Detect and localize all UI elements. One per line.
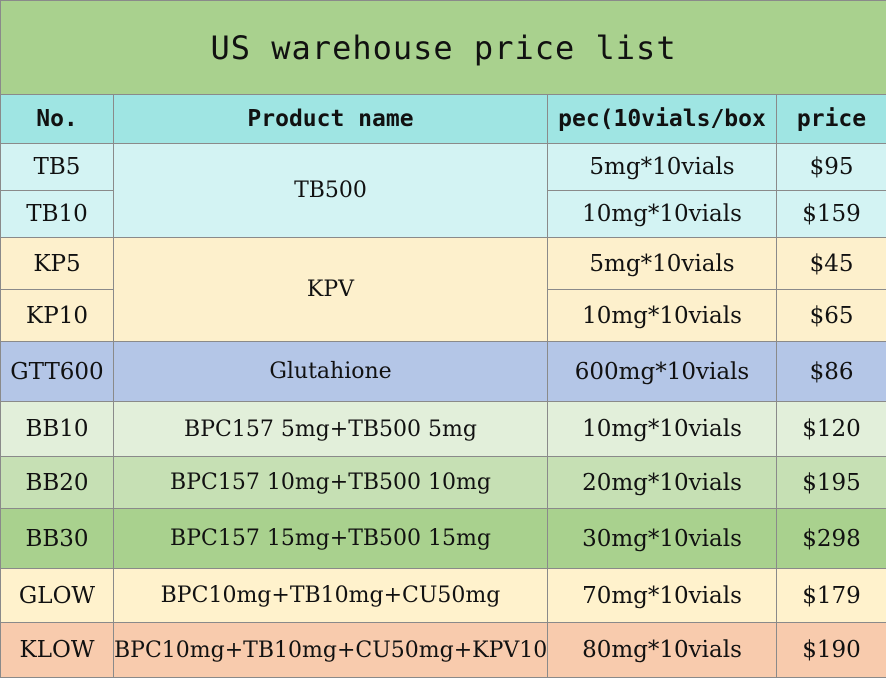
cell-price: $65: [777, 290, 886, 342]
cell-product-name: BPC157 15mg+TB500 15mg: [114, 509, 548, 569]
cell-price: $159: [777, 191, 886, 238]
cell-spec: 70mg*10vials: [548, 569, 777, 623]
cell-spec: 10mg*10vials: [548, 402, 777, 457]
cell-price: $195: [777, 457, 886, 509]
title-row: US warehouse price list: [1, 1, 886, 95]
table-row: GTT600 Glutahione 600mg*10vials $86: [1, 342, 886, 402]
cell-price: $45: [777, 238, 886, 290]
page-title: US warehouse price list: [1, 1, 886, 95]
cell-product-name: Glutahione: [114, 342, 548, 402]
cell-no: KP5: [1, 238, 114, 290]
cell-no: GTT600: [1, 342, 114, 402]
header-spec: pec(10vials/box: [548, 95, 777, 144]
cell-no: KLOW: [1, 623, 114, 678]
cell-spec: 30mg*10vials: [548, 509, 777, 569]
cell-product-name: TB500: [114, 144, 548, 238]
cell-price: $298: [777, 509, 886, 569]
table-row: KLOW BPC10mg+TB10mg+CU50mg+KPV10mg 80mg*…: [1, 623, 886, 678]
cell-no: GLOW: [1, 569, 114, 623]
table-row: BB20 BPC157 10mg+TB500 10mg 20mg*10vials…: [1, 457, 886, 509]
cell-price: $95: [777, 144, 886, 191]
cell-no: TB5: [1, 144, 114, 191]
cell-product-name: BPC10mg+TB10mg+CU50mg: [114, 569, 548, 623]
header-price: price: [777, 95, 886, 144]
cell-product-name: KPV: [114, 238, 548, 342]
cell-product-name: BPC157 5mg+TB500 5mg: [114, 402, 548, 457]
cell-spec: 5mg*10vials: [548, 238, 777, 290]
cell-product-name: BPC10mg+TB10mg+CU50mg+KPV10mg: [114, 623, 548, 678]
header-product-name: Product name: [114, 95, 548, 144]
cell-spec: 5mg*10vials: [548, 144, 777, 191]
cell-no: KP10: [1, 290, 114, 342]
table-row: TB5 TB500 5mg*10vials $95: [1, 144, 886, 191]
cell-price: $86: [777, 342, 886, 402]
cell-spec: 20mg*10vials: [548, 457, 777, 509]
cell-no: TB10: [1, 191, 114, 238]
table-row: GLOW BPC10mg+TB10mg+CU50mg 70mg*10vials …: [1, 569, 886, 623]
cell-no: BB10: [1, 402, 114, 457]
table-row: KP5 KPV 5mg*10vials $45: [1, 238, 886, 290]
cell-price: $179: [777, 569, 886, 623]
cell-spec: 10mg*10vials: [548, 290, 777, 342]
cell-spec: 600mg*10vials: [548, 342, 777, 402]
header-no: No.: [1, 95, 114, 144]
table-row: BB10 BPC157 5mg+TB500 5mg 10mg*10vials $…: [1, 402, 886, 457]
cell-spec: 10mg*10vials: [548, 191, 777, 238]
cell-price: $120: [777, 402, 886, 457]
cell-no: BB30: [1, 509, 114, 569]
cell-product-name: BPC157 10mg+TB500 10mg: [114, 457, 548, 509]
cell-no: BB20: [1, 457, 114, 509]
header-row: No. Product name pec(10vials/box price: [1, 95, 886, 144]
cell-price: $190: [777, 623, 886, 678]
table-row: BB30 BPC157 15mg+TB500 15mg 30mg*10vials…: [1, 509, 886, 569]
cell-spec: 80mg*10vials: [548, 623, 777, 678]
